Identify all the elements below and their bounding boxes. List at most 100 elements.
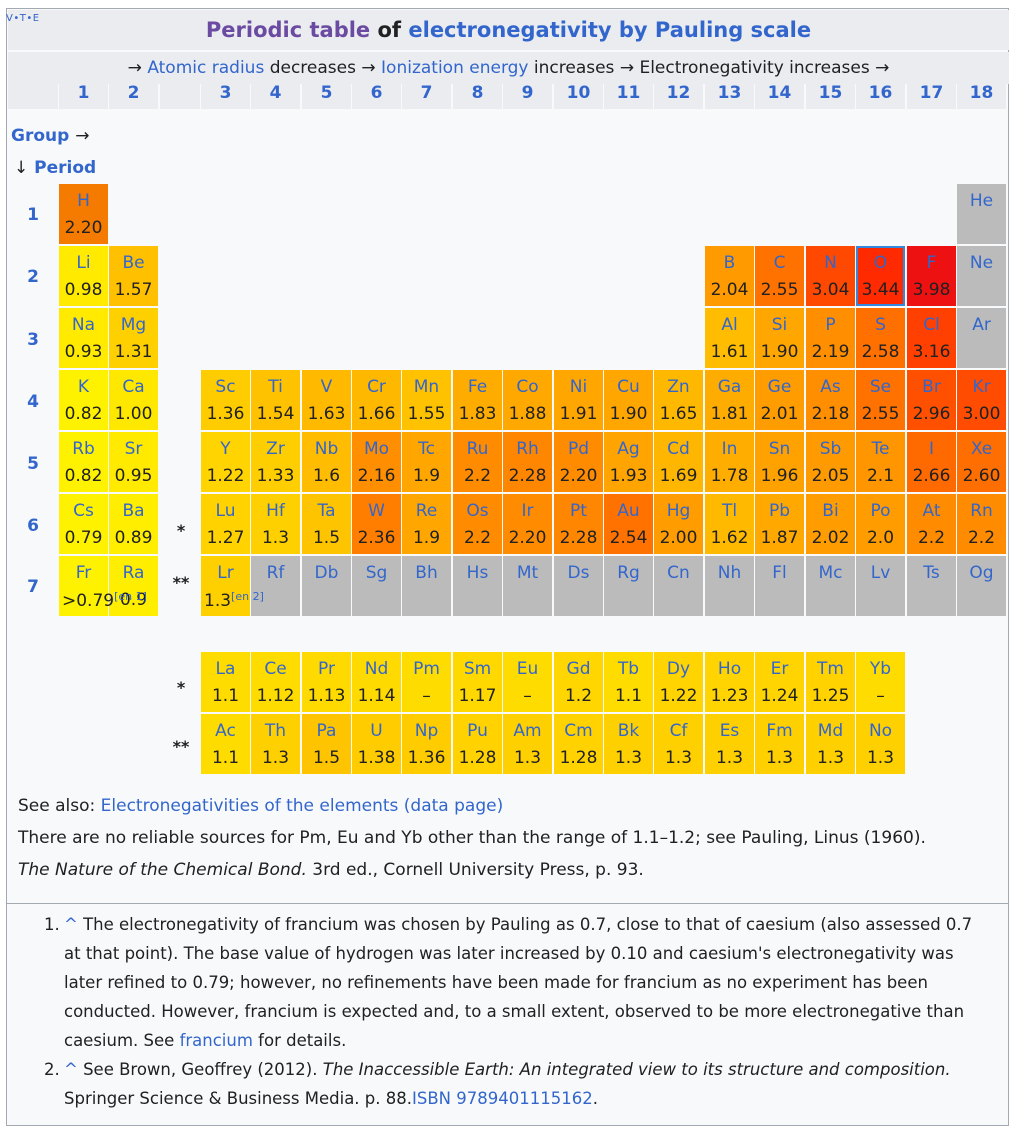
element-cell-zr[interactable]: Zr 1.33 — [251, 432, 300, 492]
element-symbol[interactable]: U — [370, 721, 383, 741]
element-cell-ce[interactable]: Ce 1.12 — [251, 652, 300, 712]
element-symbol[interactable]: Tc — [418, 439, 435, 459]
element-symbol[interactable]: Lu — [215, 501, 236, 521]
element-cell-ac[interactable]: Ac 1.1 — [201, 714, 250, 774]
element-symbol[interactable]: V — [320, 377, 333, 397]
title-link-periodic-table[interactable]: Periodic table — [205, 18, 371, 42]
element-symbol[interactable]: Cs — [73, 501, 94, 521]
element-symbol[interactable]: Rh — [516, 439, 539, 459]
element-cell-sm[interactable]: Sm 1.17 — [453, 652, 502, 712]
element-symbol[interactable]: Sm — [463, 659, 492, 679]
element-cell-he[interactable]: He — [957, 184, 1006, 244]
element-cell-ds[interactable]: Ds — [554, 556, 603, 616]
element-cell-po[interactable]: Po 2.0 — [856, 494, 905, 554]
element-cell-y[interactable]: Y 1.22 — [201, 432, 250, 492]
element-cell-o[interactable]: O 3.44 — [856, 246, 905, 306]
element-cell-sg[interactable]: Sg — [352, 556, 401, 616]
period-number-7[interactable]: 7 — [27, 577, 39, 597]
element-symbol[interactable]: Nh — [717, 563, 742, 583]
group-header-10[interactable]: 10 — [554, 77, 603, 109]
period-number-2[interactable]: 2 — [27, 267, 39, 287]
element-cell-zn[interactable]: Zn 1.65 — [654, 370, 703, 430]
element-symbol[interactable]: Pr — [318, 659, 335, 679]
element-cell-pd[interactable]: Pd 2.20 — [554, 432, 603, 492]
element-cell-md[interactable]: Md 1.3 — [806, 714, 855, 774]
element-cell-rn[interactable]: Rn 2.2 — [957, 494, 1006, 554]
element-symbol[interactable]: Si — [771, 315, 788, 335]
element-symbol[interactable]: Bi — [822, 501, 839, 521]
element-symbol[interactable]: Tl — [721, 501, 738, 521]
element-symbol[interactable]: Zr — [266, 439, 285, 459]
element-symbol[interactable]: Mo — [363, 439, 390, 459]
element-cell-re[interactable]: Re 1.9 — [402, 494, 451, 554]
period-number-6[interactable]: 6 — [27, 516, 39, 536]
element-symbol[interactable]: Ra — [122, 563, 145, 583]
element-cell-sr[interactable]: Sr 0.95 — [109, 432, 158, 492]
element-symbol[interactable]: Mt — [516, 563, 539, 583]
element-symbol[interactable]: Se — [869, 377, 892, 397]
element-symbol[interactable]: Au — [617, 501, 640, 521]
element-cell-mc[interactable]: Mc — [806, 556, 855, 616]
element-symbol[interactable]: Db — [314, 563, 339, 583]
element-symbol[interactable]: Ge — [767, 377, 792, 397]
element-symbol[interactable]: Mg — [120, 315, 147, 335]
element-symbol[interactable]: Pt — [570, 501, 587, 521]
element-symbol[interactable]: Ni — [569, 377, 588, 397]
element-symbol[interactable]: Ar — [972, 315, 991, 335]
element-symbol[interactable]: Lv — [870, 563, 891, 583]
element-cell-ar[interactable]: Ar — [957, 308, 1006, 368]
element-symbol[interactable]: Cl — [923, 315, 940, 335]
element-symbol[interactable]: Ir — [521, 501, 534, 521]
element-symbol[interactable]: Gd — [566, 659, 591, 679]
element-symbol[interactable]: Sg — [365, 563, 388, 583]
element-symbol[interactable]: Co — [516, 377, 539, 397]
element-cell-hf[interactable]: Hf 1.3 — [251, 494, 300, 554]
element-symbol[interactable]: Fl — [772, 563, 787, 583]
period-number-1[interactable]: 1 — [27, 205, 39, 225]
element-cell-br[interactable]: Br 2.96 — [907, 370, 956, 430]
element-symbol[interactable]: Cd — [667, 439, 690, 459]
element-symbol[interactable]: Sr — [124, 439, 143, 459]
element-symbol[interactable]: H — [77, 191, 90, 211]
element-cell-hg[interactable]: Hg 2.00 — [654, 494, 703, 554]
element-cell-cd[interactable]: Cd 1.69 — [654, 432, 703, 492]
element-symbol[interactable]: Ta — [317, 501, 336, 521]
group-header-4[interactable]: 4 — [251, 77, 300, 109]
backlink-caret[interactable]: ^ — [64, 915, 78, 934]
element-symbol[interactable]: Nd — [364, 659, 389, 679]
element-cell-pa[interactable]: Pa 1.5 — [302, 714, 351, 774]
element-cell-mg[interactable]: Mg 1.31 — [109, 308, 158, 368]
period-number-5[interactable]: 5 — [27, 454, 39, 474]
element-cell-db[interactable]: Db — [302, 556, 351, 616]
footnote-ref[interactable]: [en 1] — [114, 590, 147, 603]
element-cell-co[interactable]: Co 1.88 — [503, 370, 552, 430]
element-cell-mn[interactable]: Mn 1.55 — [402, 370, 451, 430]
element-symbol[interactable]: Os — [466, 501, 489, 521]
element-symbol[interactable]: Be — [122, 253, 145, 273]
element-cell-li[interactable]: Li 0.98 — [59, 246, 108, 306]
element-symbol[interactable]: P — [825, 315, 836, 335]
element-cell-ta[interactable]: Ta 1.5 — [302, 494, 351, 554]
element-cell-cs[interactable]: Cs 0.79 — [59, 494, 108, 554]
element-symbol[interactable]: C — [773, 253, 786, 273]
element-cell-w[interactable]: W 2.36 — [352, 494, 401, 554]
edit-link[interactable]: E — [32, 13, 40, 24]
element-symbol[interactable]: Bh — [415, 563, 438, 583]
element-cell-ra[interactable]: Ra 0.9 — [109, 556, 158, 616]
element-symbol[interactable]: Th — [264, 721, 287, 741]
element-symbol[interactable]: Mn — [413, 377, 440, 397]
element-symbol[interactable]: Te — [871, 439, 890, 459]
element-cell-yb[interactable]: Yb – — [856, 652, 905, 712]
period-number-4[interactable]: 4 — [27, 392, 39, 412]
element-symbol[interactable]: Fm — [766, 721, 793, 741]
element-symbol[interactable]: In — [721, 439, 738, 459]
element-cell-ts[interactable]: Ts — [907, 556, 956, 616]
element-cell-ag[interactable]: Ag 1.93 — [604, 432, 653, 492]
element-cell-ru[interactable]: Ru 2.2 — [453, 432, 502, 492]
isbn-link[interactable]: ISBN 9789401115162 — [412, 1089, 593, 1108]
element-symbol[interactable]: Po — [870, 501, 891, 521]
group-header-13[interactable]: 13 — [705, 77, 754, 109]
group-header-7[interactable]: 7 — [402, 77, 451, 109]
element-symbol[interactable]: As — [820, 377, 841, 397]
element-cell-sn[interactable]: Sn 1.96 — [755, 432, 804, 492]
